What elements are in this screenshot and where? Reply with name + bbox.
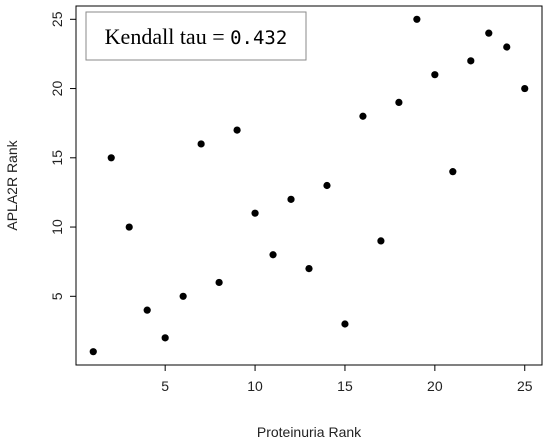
x-axis-label: Proteinuria Rank [257,424,362,440]
data-point [521,84,529,93]
data-point [107,154,115,162]
annotation-label: Kendall tau = [105,24,230,49]
data-point [467,57,475,65]
annotation-value: 0.432 [230,27,287,49]
data-point [377,237,385,245]
y-tick-label: 10 [49,219,65,235]
y-tick-label: 25 [49,11,65,27]
y-tick-label: 5 [49,292,65,300]
data-point [413,15,421,23]
data-point [251,209,259,217]
data-point [449,168,457,176]
y-tick-label: 15 [49,150,65,166]
plot-frame [75,5,543,366]
x-tick-label: 15 [337,378,353,394]
data-point [359,112,367,120]
data-points [89,15,529,356]
data-point [341,320,349,328]
data-point [143,306,151,314]
data-point [395,98,403,106]
data-point [179,292,187,300]
data-point [287,195,295,203]
x-tick-label: 10 [247,378,263,394]
annotation-box [85,11,307,61]
data-point [197,140,205,148]
data-point [485,29,493,37]
x-axis: 5 10 15 20 25 [161,365,533,394]
data-point [233,126,241,134]
y-tick-label: 20 [49,81,65,97]
x-tick-label: 5 [161,378,169,394]
data-point [503,43,511,51]
x-tick-label: 20 [427,378,443,394]
data-point [323,181,331,190]
data-point [125,223,133,231]
data-point [89,348,97,356]
y-axis-label: APLA2R Rank [4,139,20,230]
data-point [215,278,223,287]
data-point [269,251,277,259]
data-point [431,71,439,79]
x-tick-label: 25 [517,378,533,394]
data-point [305,265,313,273]
data-point [161,334,169,342]
svg-text:Kendall tau = 0.432: Kendall tau = 0.432 [105,24,288,49]
y-axis: 5 10 15 20 25 [49,11,76,300]
kendall-tau-annotation: Kendall tau = 0.432 [85,11,307,61]
